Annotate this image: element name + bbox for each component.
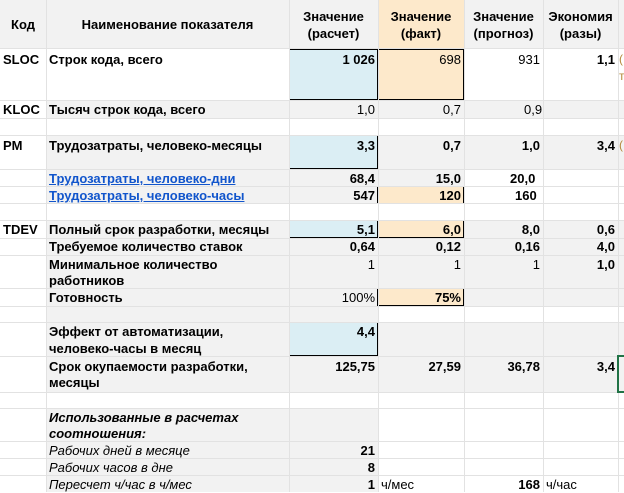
sloc-fact-cell[interactable] (377, 49, 464, 100)
notes-title-line1: Использованные в расчетах (49, 410, 239, 425)
pm-days-calc[interactable]: 68,4 (349, 171, 375, 186)
pm-fact[interactable]: 0,7 (442, 138, 461, 153)
name-sloc: Строк кода, всего (49, 52, 163, 67)
min-workers-fact[interactable]: 1 (453, 257, 461, 272)
payback-forecast[interactable]: 36,78 (507, 359, 540, 374)
link-pm-days[interactable]: Трудозатраты, человеко-дни (49, 171, 236, 186)
tdev-fact[interactable]: 6,0 (442, 222, 461, 237)
sloc-economy[interactable]: 1,1 (596, 52, 615, 67)
selected-cell-border[interactable] (617, 355, 624, 393)
ready-calc[interactable]: 100% (341, 290, 375, 305)
name-min-workers-line1: Минимальное количество (49, 257, 218, 272)
notes-conversion-value[interactable]: 1 (367, 477, 375, 492)
code-tdev: TDEV (3, 222, 38, 237)
notes-title-line2: соотношения: (49, 426, 147, 441)
name-pm: Трудозатраты, человеко-месяцы (49, 138, 262, 153)
sloc-forecast[interactable]: 931 (518, 52, 540, 67)
kloc-forecast[interactable]: 0,9 (524, 102, 543, 117)
header-calc-line2: (расчет) (307, 26, 360, 41)
overflow-mark-3: ( (619, 138, 623, 152)
min-workers-calc[interactable]: 1 (367, 257, 375, 272)
code-kloc: KLOC (3, 102, 40, 117)
name-payback-line1: Срок окупаемости разработки, (49, 359, 248, 374)
kloc-fact[interactable]: 0,7 (442, 102, 461, 117)
pm-forecast[interactable]: 1,0 (521, 138, 540, 153)
pm-economy[interactable]: 3,4 (596, 138, 615, 153)
payback-calc[interactable]: 125,75 (335, 359, 375, 374)
sloc-calc-cell[interactable] (289, 49, 378, 100)
link-pm-hours[interactable]: Трудозатраты, человеко-часы (49, 188, 245, 203)
header-fact-line1: Значение (390, 9, 452, 24)
header-forecast-line2: (прогноз) (473, 26, 534, 41)
header-row-bg (0, 0, 624, 48)
tdev-calc[interactable]: 5,1 (356, 222, 375, 237)
pm-hours-forecast[interactable]: 160 (515, 188, 537, 203)
notes-work-days-label: Рабочих дней в месяце (49, 443, 190, 458)
notes-work-hours-label: Рабочих часов в дне (49, 460, 173, 475)
ready-fact[interactable]: 75% (434, 290, 461, 305)
name-effect-line1: Эффект от автоматизации, (49, 324, 224, 339)
rates-economy[interactable]: 4,0 (596, 239, 615, 254)
name-payback-line2: месяцы (49, 375, 100, 390)
name-tdev: Полный срок разработки, месяцы (49, 222, 270, 237)
payback-fact[interactable]: 27,59 (428, 359, 461, 374)
row-bg-ready (46, 306, 378, 324)
notes-conversion-unit1: ч/мес (381, 477, 415, 492)
row-bg-kloc (46, 100, 624, 118)
pm-hours-fact[interactable]: 120 (439, 188, 461, 203)
pm-days-forecast[interactable]: 20,0 (510, 171, 536, 186)
header-name: Наименование показателя (81, 17, 254, 32)
min-workers-economy[interactable]: 1,0 (596, 257, 615, 272)
code-pm: PM (3, 138, 23, 153)
pm-days-fact[interactable]: 15,0 (435, 171, 461, 186)
notes-work-days-value[interactable]: 21 (360, 443, 375, 458)
name-min-workers-line2: работников (49, 273, 125, 288)
notes-conversion-value2[interactable]: 168 (518, 477, 540, 492)
payback-economy[interactable]: 3,4 (596, 359, 615, 374)
tdev-economy[interactable]: 0,6 (596, 222, 615, 237)
notes-conversion-unit2: ч/час (546, 477, 577, 492)
fact-header-bg (378, 0, 464, 48)
header-forecast-line1: Значение (473, 9, 534, 24)
notes-conversion-label: Пересчет ч/час в ч/мес (49, 477, 192, 492)
tdev-forecast[interactable]: 8,0 (521, 222, 540, 237)
rates-calc[interactable]: 0,64 (349, 239, 375, 254)
effect-calc[interactable]: 4,4 (356, 324, 375, 339)
header-economy-line2: (разы) (559, 26, 602, 41)
pm-hours-calc[interactable]: 547 (353, 188, 375, 203)
header-code: Код (11, 17, 35, 32)
rates-fact[interactable]: 0,12 (435, 239, 461, 254)
notes-work-hours-value[interactable]: 8 (367, 460, 375, 475)
name-rates: Требуемое количество ставок (49, 239, 243, 254)
code-sloc: SLOC (3, 52, 40, 67)
sloc-calc[interactable]: 1 026 (342, 52, 375, 67)
rates-forecast[interactable]: 0,16 (514, 239, 540, 254)
overflow-mark-2: т (619, 69, 624, 83)
overflow-mark-1: ( (619, 52, 623, 66)
name-ready: Готовность (49, 290, 123, 305)
kloc-calc[interactable]: 1,0 (356, 102, 375, 117)
min-workers-forecast[interactable]: 1 (532, 257, 540, 272)
name-kloc: Тысяч строк кода, всего (49, 102, 206, 117)
sloc-fact[interactable]: 698 (439, 52, 461, 67)
header-economy-line1: Экономия (548, 9, 613, 24)
header-fact-line2: (факт) (400, 26, 442, 41)
effect-calc-cell[interactable] (289, 322, 378, 356)
row-bg-notes (46, 408, 378, 492)
pm-calc[interactable]: 3,3 (356, 138, 375, 153)
name-effect-line2: человеко-часы в месяц (49, 341, 202, 356)
pm-calc-cell[interactable] (289, 135, 378, 169)
header-calc-line1: Значение (303, 9, 364, 24)
